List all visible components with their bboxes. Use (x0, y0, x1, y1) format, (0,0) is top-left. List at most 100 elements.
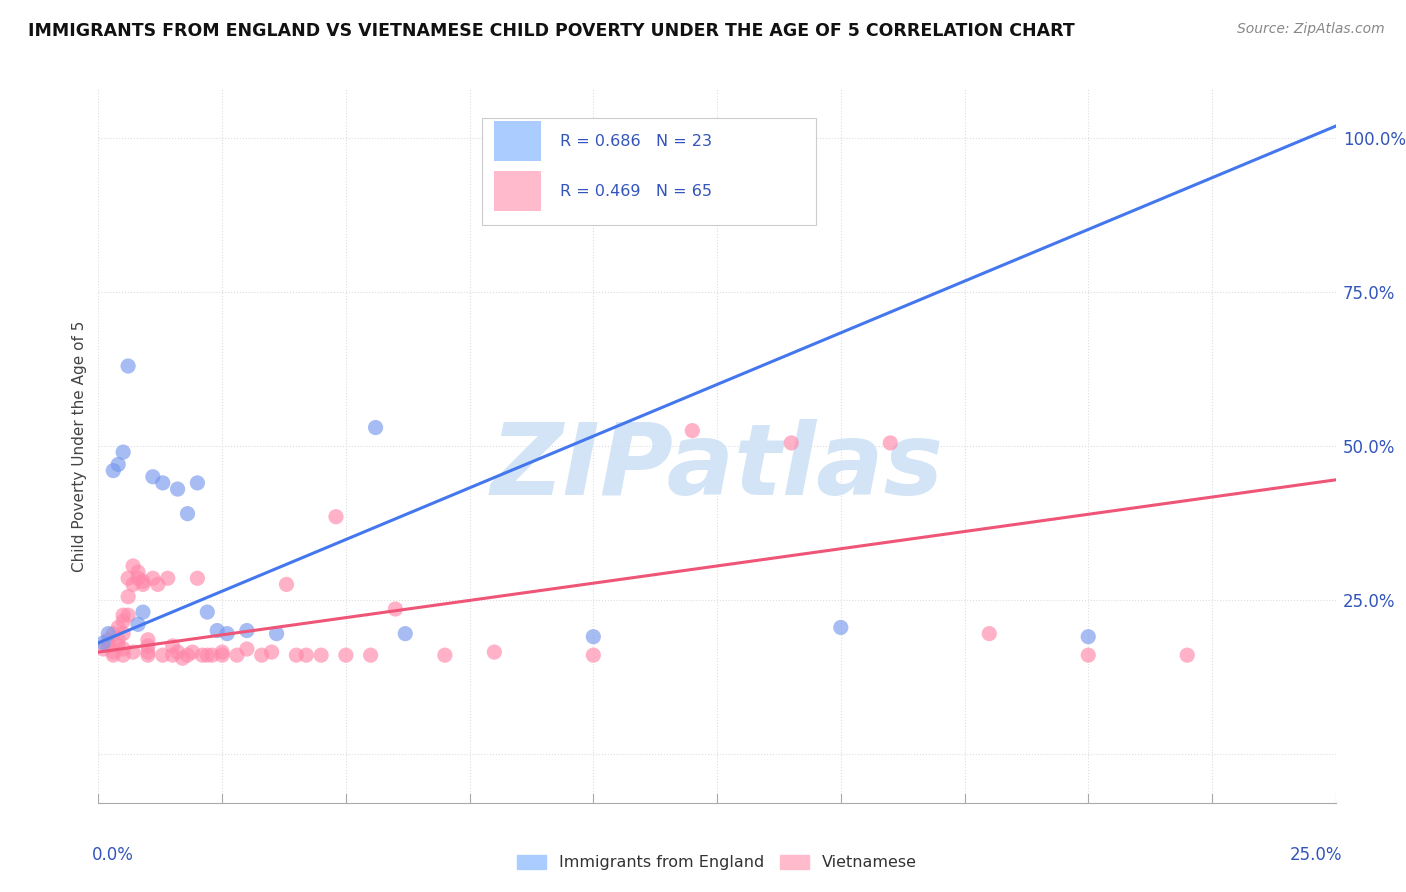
Text: ZIPatlas: ZIPatlas (491, 419, 943, 516)
Point (186, 475, 208, 490)
Point (176, 507, 198, 521)
Point (276, 577, 298, 591)
Point (93, 636, 115, 650)
Point (112, 445, 135, 459)
Point (97, 639, 120, 653)
Point (132, 577, 155, 591)
Point (176, 648, 198, 662)
Point (107, 620, 129, 634)
Point (364, 420, 387, 434)
Point (97, 626, 120, 640)
Point (201, 648, 224, 662)
Point (266, 626, 288, 640)
Point (122, 558, 145, 573)
Point (112, 626, 135, 640)
Point (236, 624, 259, 638)
Point (780, 436, 803, 450)
Text: 25.0%: 25.0% (1289, 846, 1341, 863)
Point (195, 605, 218, 619)
Point (152, 648, 174, 662)
Point (1077, 630, 1099, 644)
Y-axis label: Child Poverty Under the Age of 5: Child Poverty Under the Age of 5 (72, 320, 87, 572)
Point (226, 648, 249, 662)
Point (360, 648, 382, 662)
Point (335, 648, 357, 662)
Text: 0.0%: 0.0% (93, 846, 134, 863)
Point (186, 571, 208, 585)
Point (103, 648, 125, 662)
Point (325, 509, 347, 524)
Point (162, 648, 184, 662)
Point (384, 602, 406, 616)
Point (211, 645, 233, 659)
Text: R = 0.469   N = 65: R = 0.469 N = 65 (560, 184, 711, 199)
Point (117, 590, 139, 604)
Point (117, 571, 139, 585)
Point (260, 645, 283, 659)
Point (136, 639, 159, 653)
Point (136, 632, 159, 647)
Point (127, 617, 149, 632)
Point (117, 359, 139, 373)
Point (97, 632, 120, 647)
Point (152, 475, 174, 490)
Point (166, 482, 188, 496)
Point (122, 577, 145, 591)
Point (236, 642, 259, 657)
Point (191, 648, 214, 662)
Point (136, 648, 159, 662)
Point (217, 626, 239, 640)
Point (484, 645, 506, 659)
Point (250, 648, 273, 662)
Point (156, 571, 179, 585)
Point (433, 648, 456, 662)
Legend: Immigrants from England, Vietnamese: Immigrants from England, Vietnamese (510, 848, 924, 877)
Point (103, 626, 125, 640)
Point (136, 645, 159, 659)
Point (879, 436, 901, 450)
Point (117, 608, 139, 623)
Point (132, 574, 155, 589)
Point (142, 469, 165, 483)
Point (285, 648, 308, 662)
Text: IMMIGRANTS FROM ENGLAND VS VIETNAMESE CHILD POVERTY UNDER THE AGE OF 5 CORRELATI: IMMIGRANTS FROM ENGLAND VS VIETNAMESE CH… (28, 22, 1074, 40)
Point (162, 639, 184, 653)
Point (93, 642, 115, 657)
Point (1175, 648, 1198, 662)
Text: R = 0.686   N = 23: R = 0.686 N = 23 (560, 134, 711, 149)
Point (112, 648, 135, 662)
Point (181, 645, 204, 659)
Point (112, 642, 135, 657)
Point (112, 615, 135, 629)
Point (205, 624, 228, 638)
FancyBboxPatch shape (482, 118, 815, 225)
Point (979, 626, 1001, 640)
Point (394, 626, 416, 640)
Point (112, 608, 135, 623)
FancyBboxPatch shape (495, 171, 541, 211)
Point (132, 605, 155, 619)
FancyBboxPatch shape (495, 121, 541, 161)
Point (127, 565, 149, 579)
Point (295, 648, 318, 662)
Point (582, 630, 605, 644)
Point (146, 577, 169, 591)
Point (195, 648, 218, 662)
Point (1077, 648, 1099, 662)
Point (142, 571, 165, 585)
Point (681, 424, 703, 438)
Point (830, 620, 852, 634)
Point (107, 632, 129, 647)
Point (122, 645, 145, 659)
Point (107, 458, 129, 472)
Point (103, 464, 125, 478)
Point (103, 645, 125, 659)
Point (107, 639, 129, 653)
Point (172, 651, 194, 665)
Point (309, 648, 332, 662)
Point (166, 645, 188, 659)
Point (582, 648, 605, 662)
Point (211, 648, 233, 662)
Point (127, 571, 149, 585)
Text: Source: ZipAtlas.com: Source: ZipAtlas.com (1237, 22, 1385, 37)
